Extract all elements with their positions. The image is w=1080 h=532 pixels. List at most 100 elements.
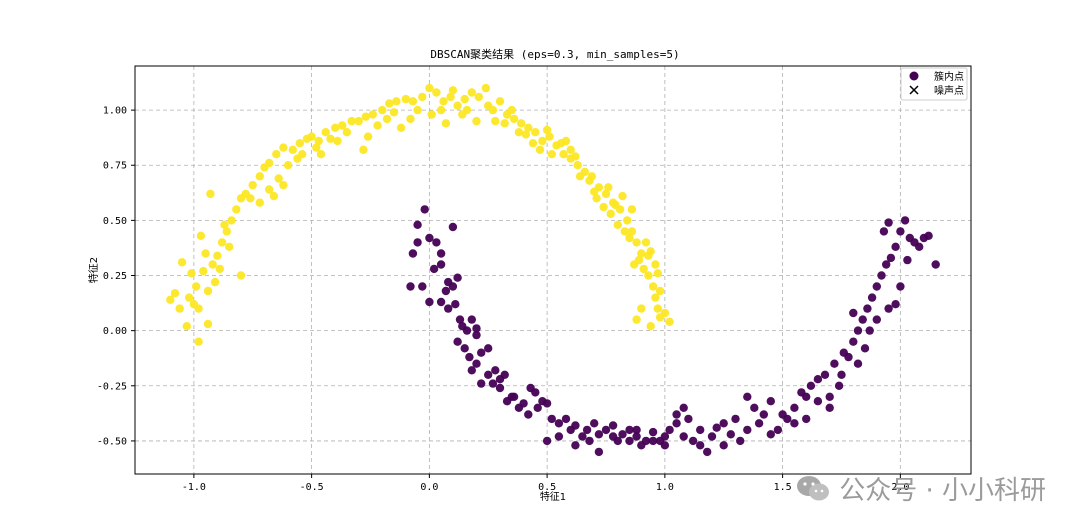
- x-tick-label: 0.5: [538, 482, 556, 493]
- data-point-cluster-1: [606, 209, 615, 218]
- data-point-cluster-1: [535, 145, 545, 154]
- data-point-cluster-0: [467, 315, 476, 324]
- data-point-cluster-1: [316, 150, 326, 159]
- data-point-cluster-0: [790, 403, 799, 412]
- data-point-cluster-0: [578, 432, 587, 441]
- data-point-cluster-0: [594, 430, 604, 439]
- legend-label-noise: 噪声点: [934, 84, 964, 97]
- data-point-cluster-1: [295, 139, 304, 148]
- data-point-cluster-0: [766, 397, 775, 406]
- data-point-cluster-1: [201, 249, 210, 258]
- data-point-cluster-0: [896, 227, 905, 236]
- data-point-cluster-1: [441, 119, 451, 128]
- data-point-cluster-0: [865, 326, 874, 335]
- data-point-cluster-0: [743, 392, 752, 401]
- data-point-cluster-0: [625, 425, 634, 435]
- data-point-cluster-1: [182, 322, 191, 331]
- data-point-cluster-0: [853, 359, 863, 368]
- data-point-cluster-0: [542, 436, 552, 446]
- data-point-cluster-0: [467, 366, 476, 375]
- data-point-cluster-1: [660, 308, 670, 318]
- data-point-cluster-1: [547, 150, 556, 159]
- data-point-cluster-0: [448, 222, 458, 232]
- legend-marker-noise: [909, 85, 919, 95]
- data-point-cluster-0: [632, 432, 641, 441]
- data-point-cluster-1: [361, 112, 370, 121]
- data-point-cluster-1: [507, 105, 516, 115]
- data-point-cluster-0: [613, 436, 622, 446]
- watermark: 公众号 · 小小科研: [795, 470, 1046, 507]
- data-point-cluster-1: [491, 116, 500, 126]
- data-point-cluster-1: [484, 101, 493, 110]
- data-point-cluster-0: [660, 432, 670, 441]
- data-point-cluster-1: [392, 97, 401, 106]
- data-point-cluster-0: [453, 337, 462, 346]
- data-point-cluster-0: [806, 381, 816, 390]
- y-tick-label: 0.00: [103, 326, 127, 337]
- data-point-cluster-0: [571, 441, 580, 450]
- data-point-cluster-1: [279, 143, 288, 152]
- data-point-cluster-1: [632, 238, 641, 247]
- data-point-cluster-0: [561, 414, 571, 424]
- data-point-cluster-0: [413, 220, 422, 229]
- data-point-cluster-0: [879, 227, 889, 236]
- x-tick-label: 2.0: [891, 482, 909, 493]
- data-point-cluster-0: [872, 282, 881, 291]
- data-point-cluster-1: [531, 128, 540, 137]
- data-point-cluster-1: [644, 251, 653, 260]
- data-point-cluster-1: [446, 92, 455, 102]
- data-point-cluster-0: [453, 273, 462, 282]
- data-point-cluster-1: [481, 83, 491, 93]
- data-point-cluster-1: [524, 123, 533, 132]
- data-point-cluster-0: [679, 432, 688, 441]
- data-point-cluster-0: [484, 370, 493, 379]
- data-point-cluster-0: [931, 260, 940, 269]
- data-point-cluster-0: [495, 383, 505, 393]
- data-point-cluster-0: [455, 315, 465, 324]
- data-point-cluster-1: [255, 198, 264, 207]
- data-point-cluster-0: [849, 337, 858, 346]
- x-tick-label: 1.5: [774, 482, 792, 493]
- data-point-cluster-1: [312, 143, 321, 152]
- data-point-cluster-1: [274, 174, 283, 183]
- data-point-cluster-1: [436, 105, 446, 115]
- axis-ticks: -1.0 -0.5 0.0 0.5 1.0 1.5 2.0 -0.50 -0.25 0.00 0.2…: [97, 106, 909, 493]
- data-point-cluster-1: [651, 260, 660, 269]
- grid: [135, 66, 971, 474]
- data-point-cluster-0: [408, 249, 418, 258]
- data-point-cluster-1: [321, 128, 330, 137]
- data-point-cluster-1: [175, 304, 184, 313]
- data-point-cluster-1: [206, 189, 215, 199]
- data-point-cluster-0: [582, 425, 592, 435]
- data-point-cluster-1: [644, 271, 653, 280]
- data-point-cluster-1: [462, 105, 472, 115]
- data-point-cluster-1: [354, 116, 363, 126]
- data-point-cluster-0: [672, 419, 681, 428]
- data-point-cluster-0: [813, 397, 823, 406]
- data-point-cluster-0: [750, 403, 759, 412]
- data-point-cluster-0: [500, 370, 509, 379]
- data-point-cluster-1: [194, 337, 203, 346]
- data-point-cluster-1: [542, 125, 552, 135]
- data-point-cluster-0: [432, 238, 441, 247]
- data-point-cluster-0: [542, 399, 552, 408]
- data-point-cluster-1: [326, 134, 335, 143]
- legend: 簇内点 噪声点: [900, 67, 968, 101]
- data-point-cluster-0: [731, 414, 740, 424]
- data-point-cluster-1: [620, 227, 629, 236]
- data-point-cluster-0: [488, 379, 498, 388]
- data-point-cluster-0: [594, 447, 604, 457]
- data-point-cluster-1: [653, 304, 662, 313]
- data-points: [166, 83, 940, 457]
- data-point-cluster-0: [413, 238, 422, 247]
- y-tick-label: 0.75: [103, 161, 127, 172]
- data-point-cluster-0: [472, 330, 481, 340]
- data-point-cluster-0: [484, 344, 493, 353]
- data-point-cluster-1: [347, 116, 356, 126]
- data-point-cluster-1: [385, 99, 394, 108]
- y-tick-label: 0.25: [103, 271, 127, 282]
- data-point-cluster-1: [220, 220, 229, 229]
- data-point-cluster-1: [538, 136, 547, 146]
- data-point-cluster-0: [554, 419, 564, 428]
- data-point-cluster-0: [472, 324, 481, 333]
